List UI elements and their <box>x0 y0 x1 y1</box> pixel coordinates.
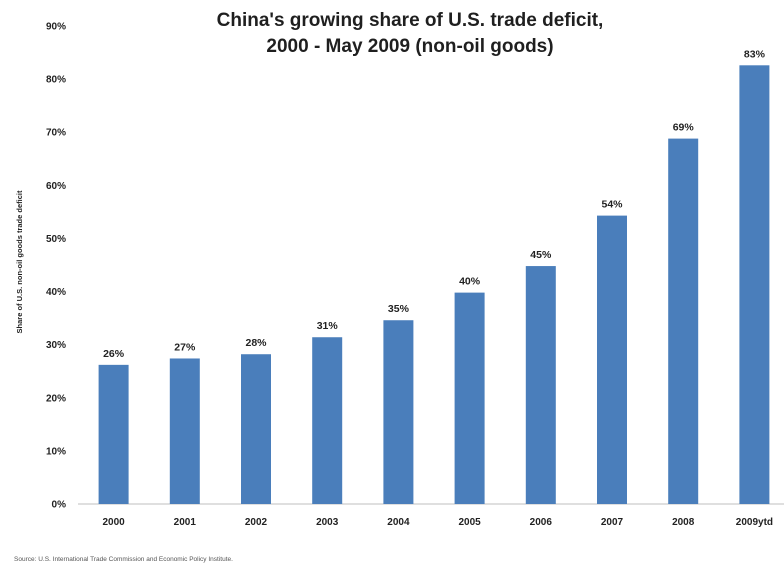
data-label: 27% <box>174 341 196 353</box>
bar <box>454 292 485 504</box>
data-label: 54% <box>601 199 623 211</box>
data-labels: 26% 27% 28% 31% 35% 40% 45% 54% 69% 83% <box>103 48 765 360</box>
x-tick-label: 2000 <box>102 517 125 528</box>
y-axis-label: Share of U.S. non-oil goods trade defici… <box>15 190 24 333</box>
bar <box>98 364 129 504</box>
bar <box>383 320 414 504</box>
data-label: 45% <box>530 249 552 261</box>
y-tick-label: 70% <box>46 128 66 139</box>
x-tick-label: 2005 <box>458 517 481 528</box>
bar <box>241 354 271 504</box>
y-tick-label: 10% <box>46 446 66 457</box>
data-label: 31% <box>317 320 339 332</box>
x-tick-label: 2007 <box>601 517 624 528</box>
x-tick-label: 2001 <box>174 517 197 528</box>
y-tick-label: 40% <box>46 287 66 298</box>
x-tick-label: 2009ytd <box>736 517 773 528</box>
chart-title-line-2: 2000 - May 2009 (non-oil goods) <box>266 36 553 57</box>
data-label: 69% <box>673 122 695 134</box>
x-tick-label: 2004 <box>387 517 410 528</box>
bar <box>739 65 770 505</box>
x-ticks: 2000 2001 2002 2003 2004 2005 2006 2007 2008 2009… <box>102 517 773 528</box>
y-tick-label: 50% <box>46 234 66 245</box>
y-tick-label: 30% <box>46 340 66 351</box>
data-label: 35% <box>388 303 410 315</box>
data-label: 26% <box>103 348 125 360</box>
y-tick-label: 90% <box>46 22 66 33</box>
data-label: 83% <box>744 48 766 60</box>
x-tick-label: 2008 <box>672 517 695 528</box>
y-tick-label: 60% <box>46 181 66 192</box>
bars <box>98 65 770 505</box>
y-tick-label: 80% <box>46 75 66 86</box>
bar <box>668 138 699 504</box>
bar <box>525 266 556 504</box>
y-ticks: 0% 10% 20% 30% 40% 50% 60% 70% 80% 90% <box>46 22 66 511</box>
bar <box>597 215 627 504</box>
x-tick-label: 2006 <box>530 517 553 528</box>
source-note: Source: U.S. International Trade Commiss… <box>14 556 233 563</box>
data-label: 40% <box>459 276 481 288</box>
chart-title-line-1: China's growing share of U.S. trade defi… <box>217 10 604 31</box>
data-label: 28% <box>245 337 267 349</box>
bar <box>312 337 343 504</box>
bar <box>169 358 200 504</box>
y-tick-label: 20% <box>46 393 66 404</box>
x-tick-label: 2002 <box>245 517 268 528</box>
y-tick-label: 0% <box>52 500 67 511</box>
x-tick-label: 2003 <box>316 517 339 528</box>
